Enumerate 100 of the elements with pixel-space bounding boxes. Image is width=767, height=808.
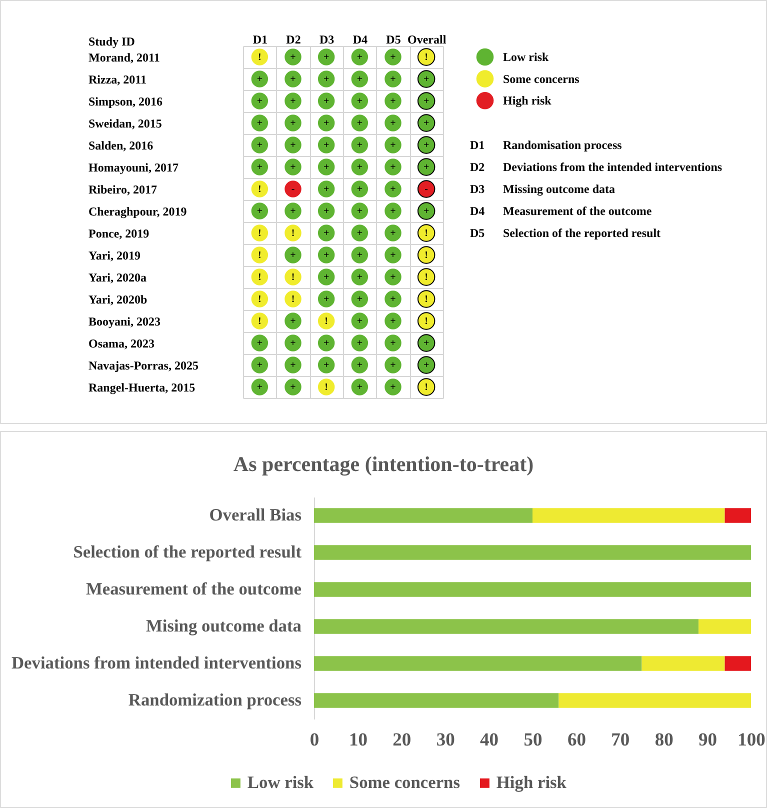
text: + [290, 250, 296, 261]
category-label: D1 [252, 32, 268, 46]
bar [724, 508, 751, 523]
text: + [256, 206, 263, 217]
text: ! [424, 272, 428, 283]
x-tick-label: 30 [436, 730, 455, 750]
text: D5 Selection of the reported result [470, 226, 661, 240]
text: ! [291, 272, 295, 283]
text: D4 Measurement of the outcome [470, 204, 652, 218]
bar [314, 582, 751, 597]
x-tick-label: 10 [348, 730, 368, 750]
text: ! [424, 250, 428, 261]
y-tick-label: Randomization process [128, 690, 302, 710]
legend-label: Some concerns [349, 772, 460, 792]
category-label: Salden, 2016 [88, 138, 154, 152]
text: ! [291, 294, 295, 305]
text: + [356, 74, 363, 85]
text: + [323, 250, 330, 261]
category-label: Morand, 2011 [88, 50, 160, 64]
text: + [290, 206, 296, 217]
text: D2 Deviations from the intended interventions [470, 160, 722, 174]
bar [698, 619, 751, 634]
category-label: Ponce, 2019 [88, 226, 150, 240]
text: + [390, 118, 396, 129]
category-label: Booyani, 2023 [88, 314, 161, 328]
text: + [356, 52, 363, 63]
legend-label: High risk [496, 772, 567, 792]
text: + [356, 382, 363, 393]
bar [314, 619, 699, 634]
text: + [323, 140, 330, 151]
text: + [423, 140, 430, 151]
text: + [390, 360, 396, 371]
bar [532, 508, 725, 523]
text: + [290, 162, 296, 173]
text: + [323, 118, 330, 129]
text: + [390, 52, 396, 63]
text: ! [258, 250, 262, 261]
text: + [423, 96, 430, 107]
text: ! [258, 184, 262, 195]
text: + [356, 140, 363, 151]
x-tick-label: 40 [480, 730, 499, 750]
text: ! [424, 52, 428, 63]
text: + [356, 162, 363, 173]
text: + [323, 228, 330, 239]
text: + [356, 184, 363, 195]
text: + [256, 382, 263, 393]
text: ! [258, 316, 262, 327]
text: + [390, 206, 396, 217]
text: + [356, 272, 363, 283]
category-label: Overall [408, 32, 447, 46]
bar [314, 693, 559, 708]
text: + [290, 382, 296, 393]
text: + [390, 250, 396, 261]
text: ! [258, 228, 262, 239]
text: + [323, 52, 330, 63]
text: + [323, 184, 330, 195]
text: + [356, 316, 363, 327]
text: + [356, 360, 363, 371]
text: + [356, 250, 363, 261]
x-tick-label: 20 [392, 730, 412, 750]
category-label: Simpson, 2016 [88, 94, 163, 108]
y-tick-label: Overall Bias [209, 504, 302, 524]
bar [314, 508, 532, 523]
x-tick-label: 0 [310, 730, 320, 750]
text: + [290, 118, 296, 129]
category-label: Yari, 2019 [88, 248, 140, 262]
category-label: D2 [286, 32, 301, 46]
category-label: Homayouni, 2017 [88, 160, 179, 174]
chart-title: As percentage (intention-to-treat) [233, 452, 534, 476]
text: Study ID [88, 34, 136, 48]
category-label: Rizza, 2011 [88, 72, 146, 86]
text: + [256, 338, 263, 349]
text: + [290, 316, 296, 327]
legend-label: Low risk [247, 772, 314, 792]
text: + [356, 206, 363, 217]
category-label: Navajas-Porras, 2025 [88, 358, 198, 372]
text: ! [258, 294, 262, 305]
category-label: Rangel-Huerta, 2015 [88, 380, 196, 394]
text: + [390, 74, 396, 85]
y-tick-label: Measurement of the outcome [86, 578, 302, 598]
text: + [356, 118, 363, 129]
text: + [356, 228, 363, 239]
legend-label: Low risk [503, 50, 549, 64]
x-tick-label: 60 [567, 730, 586, 750]
text: D1 Randomisation process [470, 138, 622, 152]
category-label: Yari, 2020b [88, 292, 148, 306]
text: ! [258, 272, 262, 283]
text: ! [324, 382, 328, 393]
text: + [390, 338, 396, 349]
text: + [290, 140, 296, 151]
text: + [390, 382, 396, 393]
text: + [256, 360, 263, 371]
text: + [290, 360, 296, 371]
x-tick-label: 70 [611, 730, 630, 750]
y-tick-label: Mising outcome data [146, 616, 302, 636]
text: ! [424, 382, 428, 393]
text: + [323, 162, 330, 173]
text: + [423, 360, 430, 371]
category-label: Yari, 2020a [88, 270, 146, 284]
text: + [390, 316, 396, 327]
